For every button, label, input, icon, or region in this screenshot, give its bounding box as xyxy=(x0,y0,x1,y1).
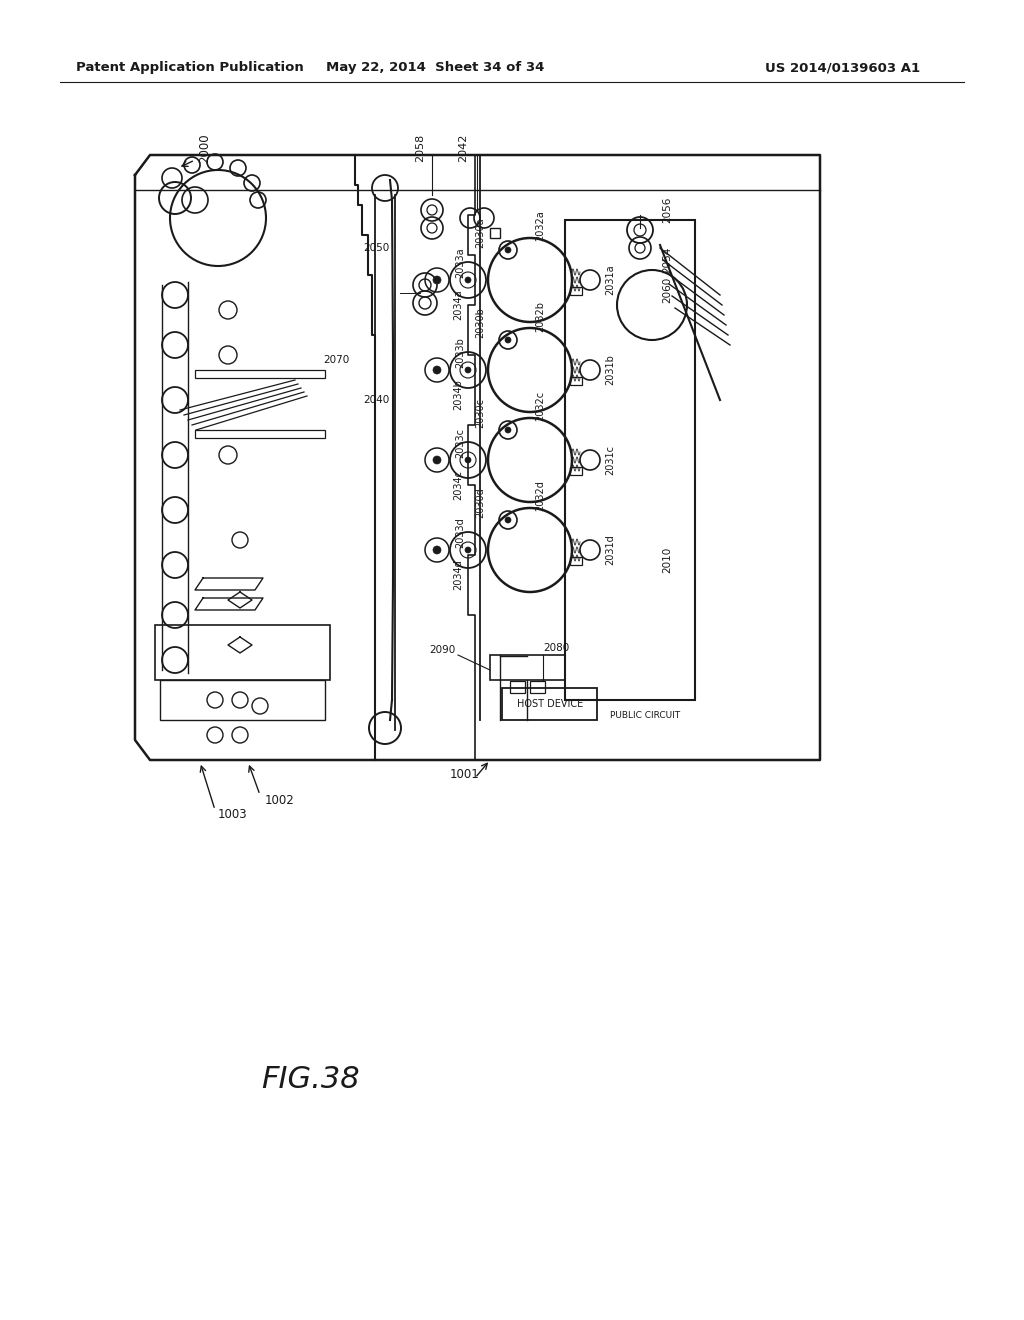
Text: 2031a: 2031a xyxy=(605,265,615,296)
Text: 2034b: 2034b xyxy=(453,380,463,411)
Text: 2056: 2056 xyxy=(662,197,672,223)
Text: 2080: 2080 xyxy=(543,643,569,653)
Bar xyxy=(570,378,582,385)
Text: 2070: 2070 xyxy=(324,355,350,366)
Text: Patent Application Publication: Patent Application Publication xyxy=(76,62,304,74)
Bar xyxy=(155,624,330,680)
Circle shape xyxy=(505,247,511,253)
Text: 2054: 2054 xyxy=(662,247,672,273)
Circle shape xyxy=(505,517,511,523)
Text: 2034c: 2034c xyxy=(453,470,463,500)
Text: 1003: 1003 xyxy=(218,808,248,821)
Bar xyxy=(160,680,325,719)
Bar xyxy=(195,430,325,438)
Circle shape xyxy=(505,337,511,343)
Circle shape xyxy=(465,367,471,374)
Text: 2030a: 2030a xyxy=(475,218,485,248)
Text: 2090: 2090 xyxy=(429,645,455,655)
Bar xyxy=(570,557,582,565)
Text: 2030b: 2030b xyxy=(475,308,485,338)
Circle shape xyxy=(433,276,441,284)
Text: 2030d: 2030d xyxy=(475,487,485,519)
Circle shape xyxy=(433,366,441,374)
Text: 2033a: 2033a xyxy=(455,248,465,279)
Text: 2032d: 2032d xyxy=(535,480,545,511)
Text: May 22, 2014  Sheet 34 of 34: May 22, 2014 Sheet 34 of 34 xyxy=(326,62,544,74)
Text: 2032b: 2032b xyxy=(535,301,545,331)
Bar xyxy=(530,681,545,693)
Text: 2031c: 2031c xyxy=(605,445,615,475)
Circle shape xyxy=(433,455,441,465)
Text: 2033c: 2033c xyxy=(455,428,465,458)
Bar xyxy=(565,220,695,700)
Text: 1001: 1001 xyxy=(450,768,480,781)
Text: 2033d: 2033d xyxy=(455,517,465,548)
Bar xyxy=(570,467,582,475)
Circle shape xyxy=(465,546,471,553)
Circle shape xyxy=(433,546,441,554)
Text: 2031d: 2031d xyxy=(605,535,615,565)
Text: PUBLIC CIRCUIT: PUBLIC CIRCUIT xyxy=(610,711,680,721)
Text: HOST DEVICE: HOST DEVICE xyxy=(517,700,583,709)
Bar xyxy=(502,688,597,719)
Text: 2033b: 2033b xyxy=(455,338,465,368)
Text: 2032c: 2032c xyxy=(535,391,545,421)
Bar xyxy=(510,681,525,693)
Circle shape xyxy=(505,426,511,433)
Text: 2000: 2000 xyxy=(198,133,211,162)
Text: 2050: 2050 xyxy=(364,243,390,253)
Text: 2034d: 2034d xyxy=(453,560,463,590)
Circle shape xyxy=(465,277,471,282)
Bar xyxy=(490,228,500,238)
Text: 2040: 2040 xyxy=(364,395,390,405)
Bar xyxy=(195,370,325,378)
Text: 2034a: 2034a xyxy=(453,289,463,321)
Text: US 2014/0139603 A1: US 2014/0139603 A1 xyxy=(765,62,921,74)
Text: FIG.38: FIG.38 xyxy=(261,1065,359,1094)
Text: 2030c: 2030c xyxy=(475,399,485,428)
Bar xyxy=(490,655,565,680)
Text: 2031b: 2031b xyxy=(605,355,615,385)
Text: 2042: 2042 xyxy=(458,133,468,162)
Text: 1002: 1002 xyxy=(265,793,295,807)
Circle shape xyxy=(465,457,471,463)
Text: 2058: 2058 xyxy=(415,133,425,162)
Text: 2060: 2060 xyxy=(662,277,672,304)
Text: 2010: 2010 xyxy=(662,546,672,573)
Text: 2032a: 2032a xyxy=(535,211,545,242)
Bar xyxy=(570,286,582,294)
